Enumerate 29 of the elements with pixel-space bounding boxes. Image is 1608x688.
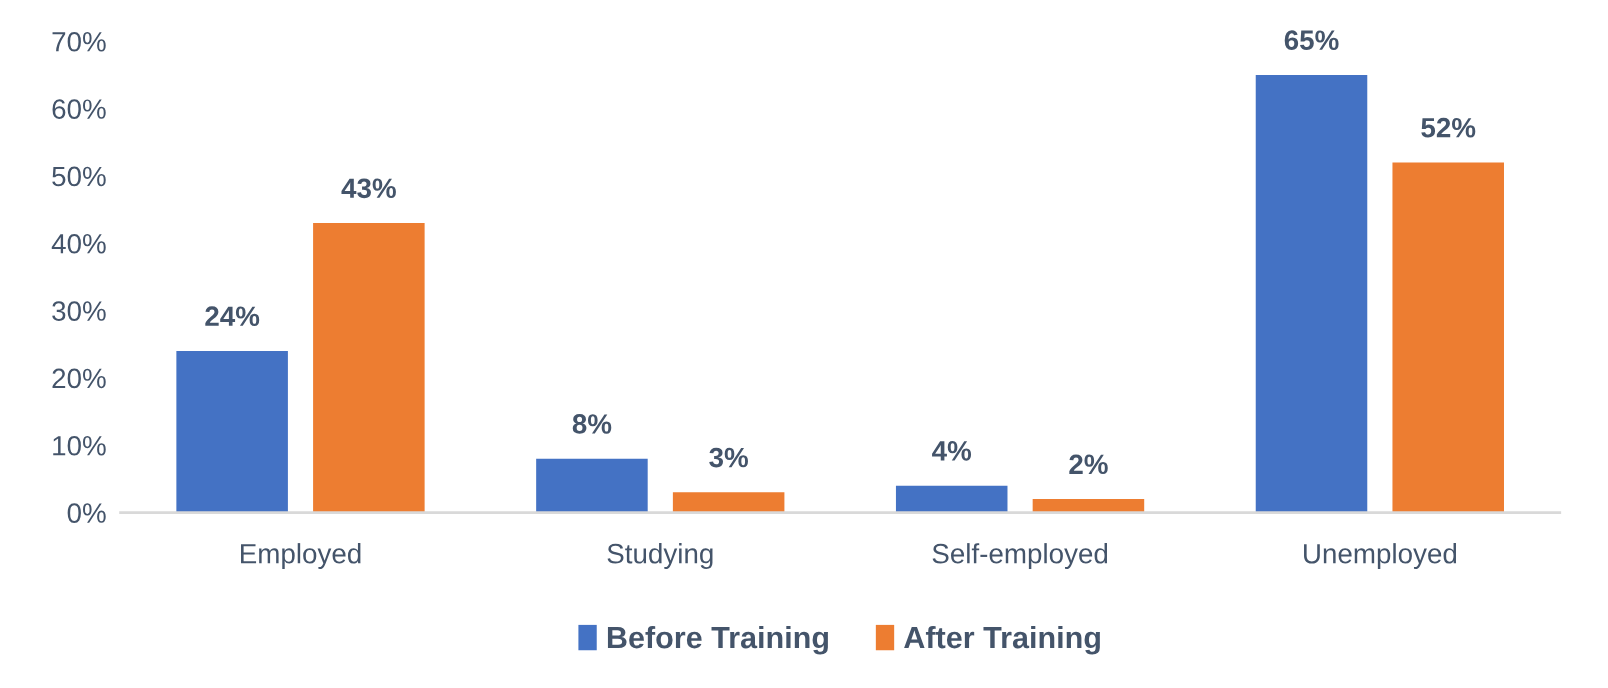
data-label: 65% bbox=[1284, 30, 1339, 51]
y-tick-label: 10% bbox=[53, 435, 106, 456]
data-label: 52% bbox=[1421, 117, 1476, 138]
y-tick-label: 0% bbox=[67, 503, 106, 523]
legend-label: After Training bbox=[904, 625, 1100, 655]
bar bbox=[176, 350, 288, 513]
data-label: 43% bbox=[341, 178, 396, 199]
y-tick-label: 50% bbox=[52, 166, 106, 187]
bar bbox=[536, 458, 648, 513]
y-tick-label: 20% bbox=[52, 368, 106, 389]
y-tick-label: 30% bbox=[52, 301, 106, 321]
x-tick-label: Employed bbox=[241, 543, 361, 570]
data-label: 3% bbox=[709, 447, 748, 468]
data-label: 2% bbox=[1069, 454, 1108, 475]
bar bbox=[672, 492, 785, 513]
y-tick-label: 70% bbox=[52, 31, 106, 52]
y-tick-label: 60% bbox=[52, 99, 106, 119]
data-label: 4% bbox=[932, 441, 972, 461]
y-tick-label: 40% bbox=[51, 233, 106, 254]
bar bbox=[1255, 74, 1368, 513]
bar bbox=[1392, 162, 1504, 513]
bar bbox=[895, 485, 1008, 513]
x-tick-label: Self-employed bbox=[932, 543, 1108, 570]
data-label: 24% bbox=[205, 306, 260, 326]
bar bbox=[313, 223, 425, 513]
x-tick-label: Studying bbox=[607, 543, 713, 570]
x-tick-label: Unemployed bbox=[1304, 543, 1457, 570]
legend-label: Before Training bbox=[607, 625, 828, 655]
data-label: 8% bbox=[572, 414, 612, 434]
